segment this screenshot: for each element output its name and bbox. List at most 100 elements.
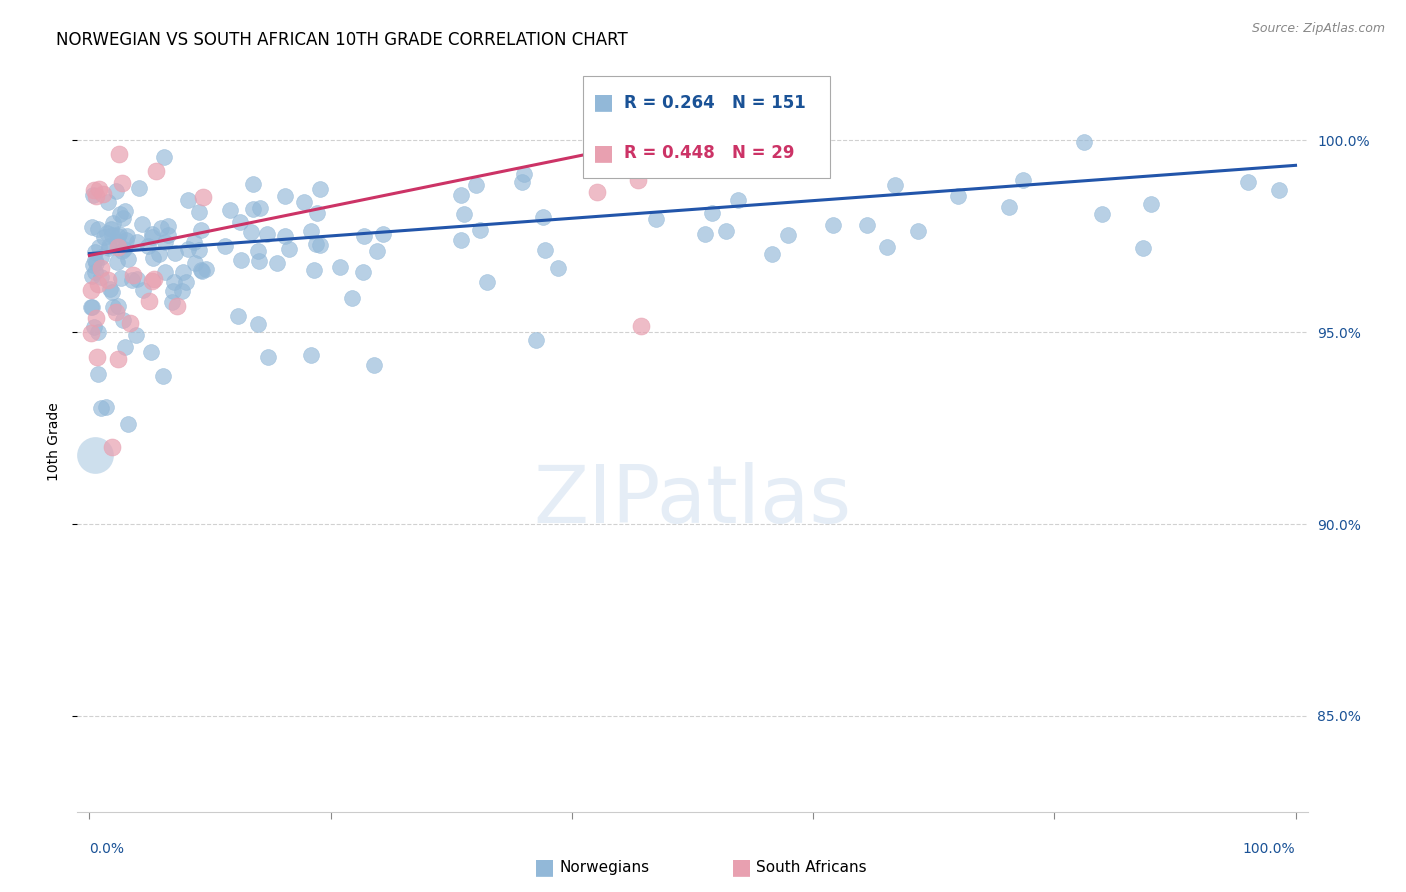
Point — [100, 221, 122, 235]
Point — [122, 268, 145, 283]
Point — [141, 274, 163, 288]
Point — [112, 243, 135, 257]
Point — [162, 295, 184, 310]
Text: Source: ZipAtlas.com: Source: ZipAtlas.com — [1251, 22, 1385, 36]
Point — [117, 417, 139, 431]
Point — [228, 214, 250, 228]
Point — [219, 202, 242, 217]
Point — [100, 285, 122, 300]
Point — [83, 265, 105, 279]
Point — [907, 224, 929, 238]
Point — [87, 367, 110, 381]
Point — [114, 233, 136, 247]
Point — [1090, 207, 1112, 221]
Point — [308, 237, 330, 252]
Point — [187, 244, 209, 258]
Point — [714, 224, 737, 238]
Point — [82, 269, 104, 284]
Point — [96, 226, 118, 240]
Point — [329, 260, 352, 275]
Point — [534, 244, 557, 258]
Point — [86, 350, 108, 364]
Point — [79, 283, 101, 297]
Point — [256, 227, 278, 241]
Point — [450, 233, 472, 247]
Point — [111, 211, 134, 226]
Point — [1073, 135, 1095, 149]
Point — [302, 263, 325, 277]
Point — [353, 229, 375, 244]
Point — [103, 300, 125, 314]
Point — [97, 273, 120, 287]
Point — [183, 235, 205, 249]
Point — [87, 182, 110, 196]
Point — [107, 227, 129, 241]
Point — [273, 189, 295, 203]
Point — [80, 219, 103, 234]
Point — [148, 247, 170, 261]
Point — [97, 238, 120, 252]
Point — [84, 189, 107, 203]
Point — [856, 218, 879, 232]
Point — [82, 188, 104, 202]
Point — [156, 219, 179, 234]
Point — [83, 253, 105, 268]
Point — [125, 328, 148, 343]
Point — [195, 261, 218, 276]
Point — [363, 358, 385, 372]
Point — [141, 229, 163, 244]
Point — [105, 305, 128, 319]
Point — [165, 246, 187, 260]
Point — [94, 400, 117, 414]
Text: ZIPatlas: ZIPatlas — [533, 462, 852, 540]
Point — [547, 260, 569, 275]
Point — [191, 263, 214, 277]
Point — [188, 205, 211, 219]
Point — [1268, 183, 1291, 197]
Point — [453, 207, 475, 221]
Text: ■: ■ — [593, 144, 614, 163]
Point — [121, 273, 143, 287]
Point — [177, 242, 200, 256]
Point — [273, 228, 295, 243]
Point — [105, 235, 128, 249]
Point — [946, 189, 969, 203]
Point — [229, 252, 252, 267]
Point — [176, 275, 198, 289]
Point — [247, 253, 270, 268]
Point — [108, 146, 131, 161]
Point — [630, 318, 652, 333]
Text: R = 0.448   N = 29: R = 0.448 N = 29 — [624, 145, 794, 162]
Point — [127, 235, 149, 250]
Point — [107, 299, 129, 313]
Point — [84, 448, 107, 462]
Point — [163, 275, 186, 289]
Point — [183, 256, 205, 270]
Point — [107, 228, 129, 243]
Point — [132, 283, 155, 297]
Point — [91, 187, 114, 202]
Point — [97, 194, 120, 209]
Point — [823, 218, 845, 232]
Point — [191, 190, 214, 204]
Point — [89, 240, 111, 254]
Point — [997, 200, 1019, 214]
Point — [105, 255, 128, 269]
Point — [166, 299, 188, 313]
Point — [125, 272, 148, 286]
Point — [700, 206, 723, 220]
Point — [1132, 241, 1154, 255]
Point — [142, 252, 165, 266]
Point — [278, 243, 301, 257]
Point — [190, 223, 212, 237]
Point — [727, 194, 749, 208]
Point — [138, 293, 160, 308]
Point — [531, 210, 554, 224]
Point — [309, 182, 332, 196]
Point — [172, 265, 194, 279]
Point — [136, 239, 159, 253]
Point — [111, 244, 134, 258]
Point — [84, 245, 107, 260]
Point — [299, 224, 322, 238]
Point — [98, 241, 121, 255]
